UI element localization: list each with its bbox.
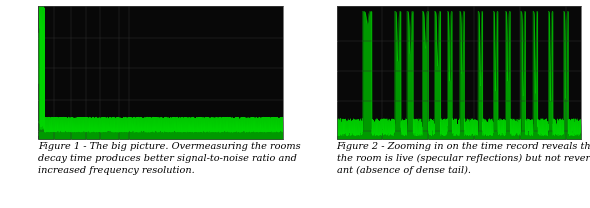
- X-axis label: Time (secs): Time (secs): [145, 149, 176, 154]
- Text: Figure 1 - The big picture. Overmeasuring the rooms
decay time produces better s: Figure 1 - The big picture. Overmeasurin…: [38, 142, 301, 175]
- Y-axis label: AMPLITUDE (dB): AMPLITUDE (dB): [14, 53, 19, 92]
- Y-axis label: AMPLITUDE (dB): AMPLITUDE (dB): [313, 53, 317, 92]
- Text: Figure 2 - Zooming in on the time record reveals that
the room is live (specular: Figure 2 - Zooming in on the time record…: [337, 142, 590, 175]
